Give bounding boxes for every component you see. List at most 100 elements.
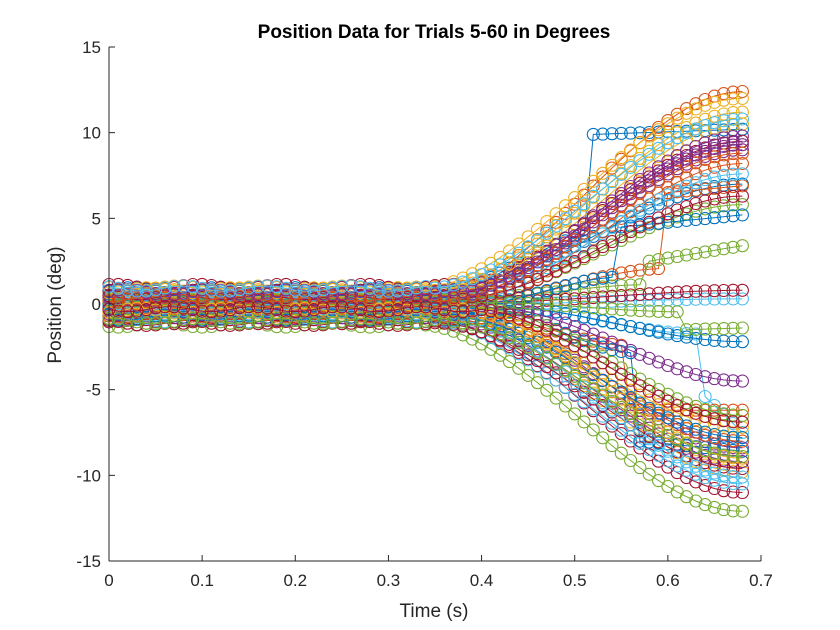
- data-point: [707, 284, 721, 298]
- data-point: [596, 193, 610, 207]
- data-point: [689, 406, 703, 420]
- data-point: [605, 279, 619, 293]
- series-line: [108, 91, 743, 302]
- data-point: [707, 466, 721, 480]
- data-point: [167, 314, 181, 328]
- data-point: [381, 312, 395, 326]
- data-point: [409, 316, 423, 330]
- data-point: [298, 315, 312, 329]
- data-point: [298, 284, 312, 298]
- x-axis-label: Time (s): [400, 601, 469, 622]
- data-point: [586, 382, 600, 396]
- data-point: [698, 322, 712, 336]
- data-point: [577, 197, 591, 211]
- data-point: [642, 144, 656, 158]
- data-point: [558, 316, 572, 330]
- data-point: [186, 312, 200, 326]
- data-point: [400, 283, 414, 297]
- data-point: [614, 401, 628, 415]
- data-point: [726, 198, 740, 212]
- data-point: [661, 411, 675, 425]
- data-point: [502, 257, 517, 271]
- data-point: [363, 291, 377, 305]
- data-point: [419, 287, 433, 301]
- data-point: [353, 280, 368, 294]
- data-point: [717, 484, 731, 498]
- data-point: [176, 286, 191, 300]
- data-point: [325, 281, 340, 295]
- data-point: [484, 295, 498, 309]
- data-point: [223, 316, 237, 330]
- data-point: [596, 388, 610, 402]
- data-point: [586, 423, 600, 437]
- data-point: [223, 281, 237, 295]
- data-point: [391, 281, 405, 295]
- data-point: [540, 351, 554, 365]
- data-point: [549, 242, 563, 257]
- data-point: [521, 305, 535, 319]
- data-point: [484, 282, 498, 296]
- data-point: [568, 299, 582, 313]
- data-point: [260, 279, 274, 293]
- data-point: [521, 315, 535, 329]
- data-point: [111, 294, 125, 308]
- x-tick-label: 0: [104, 571, 113, 590]
- data-point: [596, 431, 610, 445]
- data-point: [717, 292, 731, 306]
- data-point: [735, 84, 749, 99]
- data-point: [717, 139, 731, 153]
- data-point: [549, 246, 563, 260]
- chart-title: Position Data for Trials 5-60 in Degrees: [258, 22, 611, 43]
- data-point: [651, 286, 666, 300]
- data-point: [549, 373, 563, 387]
- data-point: [717, 448, 731, 462]
- data-point: [624, 288, 638, 302]
- data-point: [223, 303, 237, 317]
- data-point: [689, 494, 703, 508]
- data-point: [568, 197, 582, 211]
- data-point: [353, 312, 368, 326]
- data-point: [679, 184, 694, 198]
- data-point: [726, 130, 740, 144]
- data-point: [735, 470, 749, 484]
- data-point: [707, 170, 721, 184]
- data-point: [270, 280, 284, 294]
- data-point: [726, 449, 740, 463]
- data-point: [726, 189, 740, 203]
- data-point: [447, 314, 461, 329]
- data-point: [735, 239, 749, 253]
- data-point: [176, 301, 191, 315]
- data-point: [726, 147, 740, 161]
- data-point: [624, 343, 638, 357]
- data-point: [260, 301, 274, 315]
- data-point: [596, 208, 610, 222]
- series-line: [108, 183, 743, 297]
- data-point: [624, 187, 638, 201]
- data-point: [698, 463, 712, 477]
- data-point: [335, 314, 349, 328]
- data-point: [540, 360, 554, 374]
- data-point: [568, 387, 582, 401]
- data-point: [493, 316, 507, 330]
- data-point: [298, 304, 312, 318]
- data-point: [726, 112, 740, 126]
- data-point: [400, 317, 414, 331]
- data-point: [605, 362, 619, 376]
- data-point: [558, 380, 572, 394]
- data-point: [624, 319, 638, 334]
- data-point: [689, 403, 703, 417]
- data-point: [242, 281, 256, 295]
- series-3: [102, 305, 749, 479]
- data-point: [698, 448, 712, 462]
- y-tick-label: 15: [82, 38, 101, 57]
- data-point: [484, 278, 498, 292]
- data-point: [577, 300, 591, 314]
- data-point: [568, 356, 582, 370]
- data-point: [707, 192, 721, 206]
- x-tick-label: 0.5: [563, 571, 587, 590]
- data-point: [428, 301, 442, 315]
- data-point: [204, 305, 219, 319]
- x-tick-label: 0.2: [283, 571, 307, 590]
- data-point: [596, 182, 610, 196]
- data-point: [558, 349, 572, 363]
